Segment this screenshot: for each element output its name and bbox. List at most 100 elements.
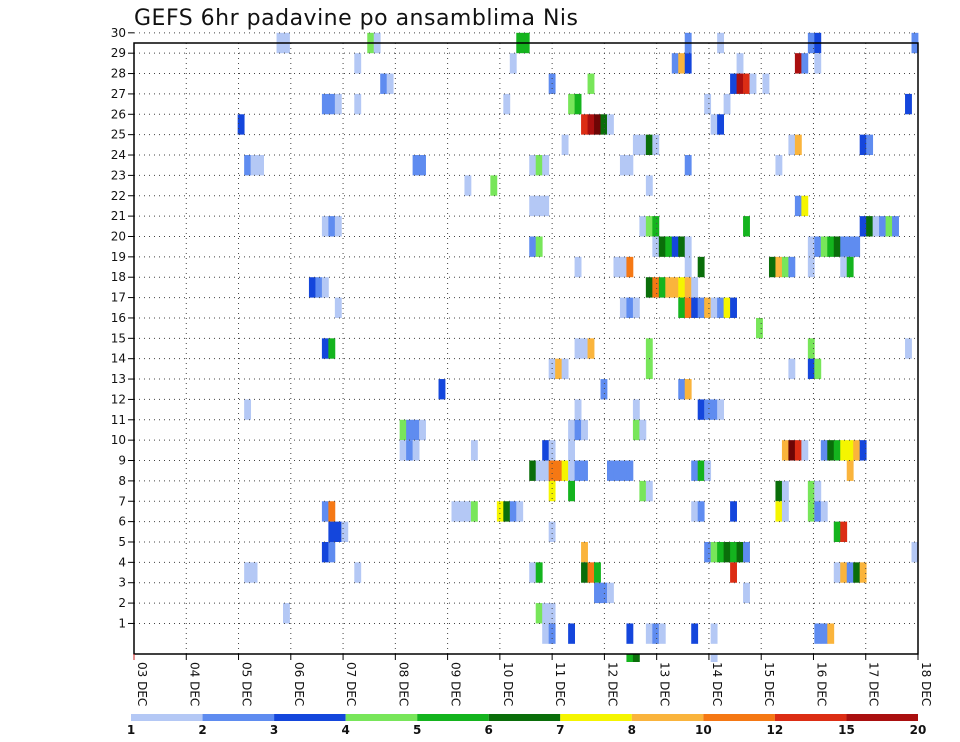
heatmap-cell xyxy=(879,216,886,237)
heatmap-cell xyxy=(743,73,750,94)
heatmap-cell xyxy=(542,195,550,217)
heatmap-cell xyxy=(853,562,861,583)
colorbar-swatch xyxy=(703,714,775,721)
heatmap-cell xyxy=(354,562,362,583)
heatmap-cell xyxy=(645,134,653,156)
heatmap-cell xyxy=(892,216,899,237)
heatmap-cell xyxy=(321,501,329,522)
heatmap-cell xyxy=(756,317,763,339)
heatmap-cell xyxy=(574,256,582,278)
heatmap-cell xyxy=(574,93,582,115)
heatmap-cell xyxy=(743,582,750,604)
heatmap-cell xyxy=(775,501,783,522)
heatmap-cell xyxy=(600,582,608,604)
heatmap-cell xyxy=(535,236,543,257)
heatmap-cell xyxy=(775,480,783,502)
heatmap-cell xyxy=(788,440,796,461)
heatmap-cell xyxy=(555,460,563,481)
y-tick-label: 10 xyxy=(111,433,126,447)
heatmap-cell xyxy=(833,236,841,257)
heatmap-cell xyxy=(723,297,731,318)
heatmap-cell xyxy=(846,236,854,257)
colorbar-swatch xyxy=(417,714,489,721)
x-tick-label: 13 DEC xyxy=(658,662,672,706)
y-tick-label: 18 xyxy=(111,270,126,284)
colorbar-swatch xyxy=(274,714,346,721)
x-axis: 03 DEC 04 DEC 05 DEC 06 DEC 07 DEC 08 DEC 09 D… xyxy=(133,654,933,706)
heatmap-cell xyxy=(548,460,556,481)
y-tick-label: 14 xyxy=(111,352,126,366)
heatmap-cell xyxy=(354,53,362,74)
heatmap-cell xyxy=(380,73,388,94)
heatmap-cell xyxy=(807,480,815,502)
heatmap-cell xyxy=(632,134,640,156)
heatmap-cell xyxy=(328,338,336,359)
colorbar-legend: 1 2 3 4 5 6 7 8 10 12 15 20 xyxy=(127,714,926,737)
x-tick-label: 09 DEC xyxy=(449,662,463,706)
heatmap-cell xyxy=(833,521,841,542)
heatmap-cell xyxy=(334,521,342,542)
heatmap-cell xyxy=(503,501,511,522)
heatmap-cell xyxy=(697,501,705,522)
heatmap-cell xyxy=(561,460,569,481)
heatmap-cell xyxy=(671,236,679,257)
heatmap-cell xyxy=(814,236,822,257)
heatmap-cell xyxy=(600,379,608,400)
heatmap-cell xyxy=(846,256,854,278)
heatmap-cell xyxy=(846,440,854,461)
x-tick-label: 04 DEC xyxy=(187,662,201,706)
heatmap-cell xyxy=(840,256,848,278)
x-tick-label: 12 DEC xyxy=(605,662,619,706)
heatmap-cell xyxy=(807,358,815,380)
heatmap-cell xyxy=(691,297,699,318)
heatmap-cell xyxy=(645,623,653,644)
heatmap-cell xyxy=(866,134,874,156)
heatmap-cell xyxy=(464,501,472,522)
y-tick-label: 23 xyxy=(111,168,126,182)
heatmap-cell xyxy=(781,256,789,278)
heatmap-cell xyxy=(568,480,575,502)
heatmap-cell xyxy=(788,134,796,156)
heatmap-cell xyxy=(574,338,582,359)
heatmap-cell xyxy=(594,582,601,604)
heatmap-cell xyxy=(594,114,601,135)
x-tick-label: 10 DEC xyxy=(501,662,515,706)
heatmap-cell xyxy=(853,440,861,461)
x-tick-label: 03 DEC xyxy=(135,662,149,706)
colorbar-label: 3 xyxy=(270,723,278,737)
heatmap-cell xyxy=(658,277,666,298)
heatmap-cell xyxy=(645,338,653,359)
colorbar-label: 10 xyxy=(695,723,712,737)
y-tick-label: 11 xyxy=(111,413,126,427)
heatmap-cell xyxy=(438,379,446,400)
heatmap-cell xyxy=(846,562,854,583)
heatmap-cell xyxy=(717,297,725,318)
heatmap-cell xyxy=(535,195,543,217)
heatmap-cell xyxy=(542,155,550,176)
heatmap-cell xyxy=(626,654,634,662)
heatmap-cell xyxy=(334,93,342,115)
heatmap-cell xyxy=(535,562,543,583)
heatmap-cell xyxy=(717,399,725,420)
heatmap-cell xyxy=(717,541,725,563)
heatmap-cell xyxy=(535,460,543,481)
heatmap-cell xyxy=(568,93,575,115)
heatmap-cell xyxy=(794,53,802,74)
heatmap-cell xyxy=(814,623,822,644)
heatmap-cell xyxy=(321,338,329,359)
heatmap-cell xyxy=(671,277,679,298)
heatmap-cell xyxy=(283,603,290,624)
heatmap-cell xyxy=(606,114,614,135)
y-tick-label: 17 xyxy=(111,291,126,305)
heatmap-cell xyxy=(542,623,550,644)
y-tick-label: 3 xyxy=(118,576,126,590)
heatmap-cell xyxy=(587,338,595,359)
heatmap-cell xyxy=(328,216,336,237)
heatmap-cell xyxy=(730,501,737,522)
heatmap-cell xyxy=(529,562,537,583)
heatmap-cell xyxy=(257,155,264,176)
heatmap-cell xyxy=(684,155,692,176)
y-tick-label: 6 xyxy=(118,515,126,529)
heatmap-cell xyxy=(645,175,653,196)
heatmap-cell xyxy=(399,419,407,441)
